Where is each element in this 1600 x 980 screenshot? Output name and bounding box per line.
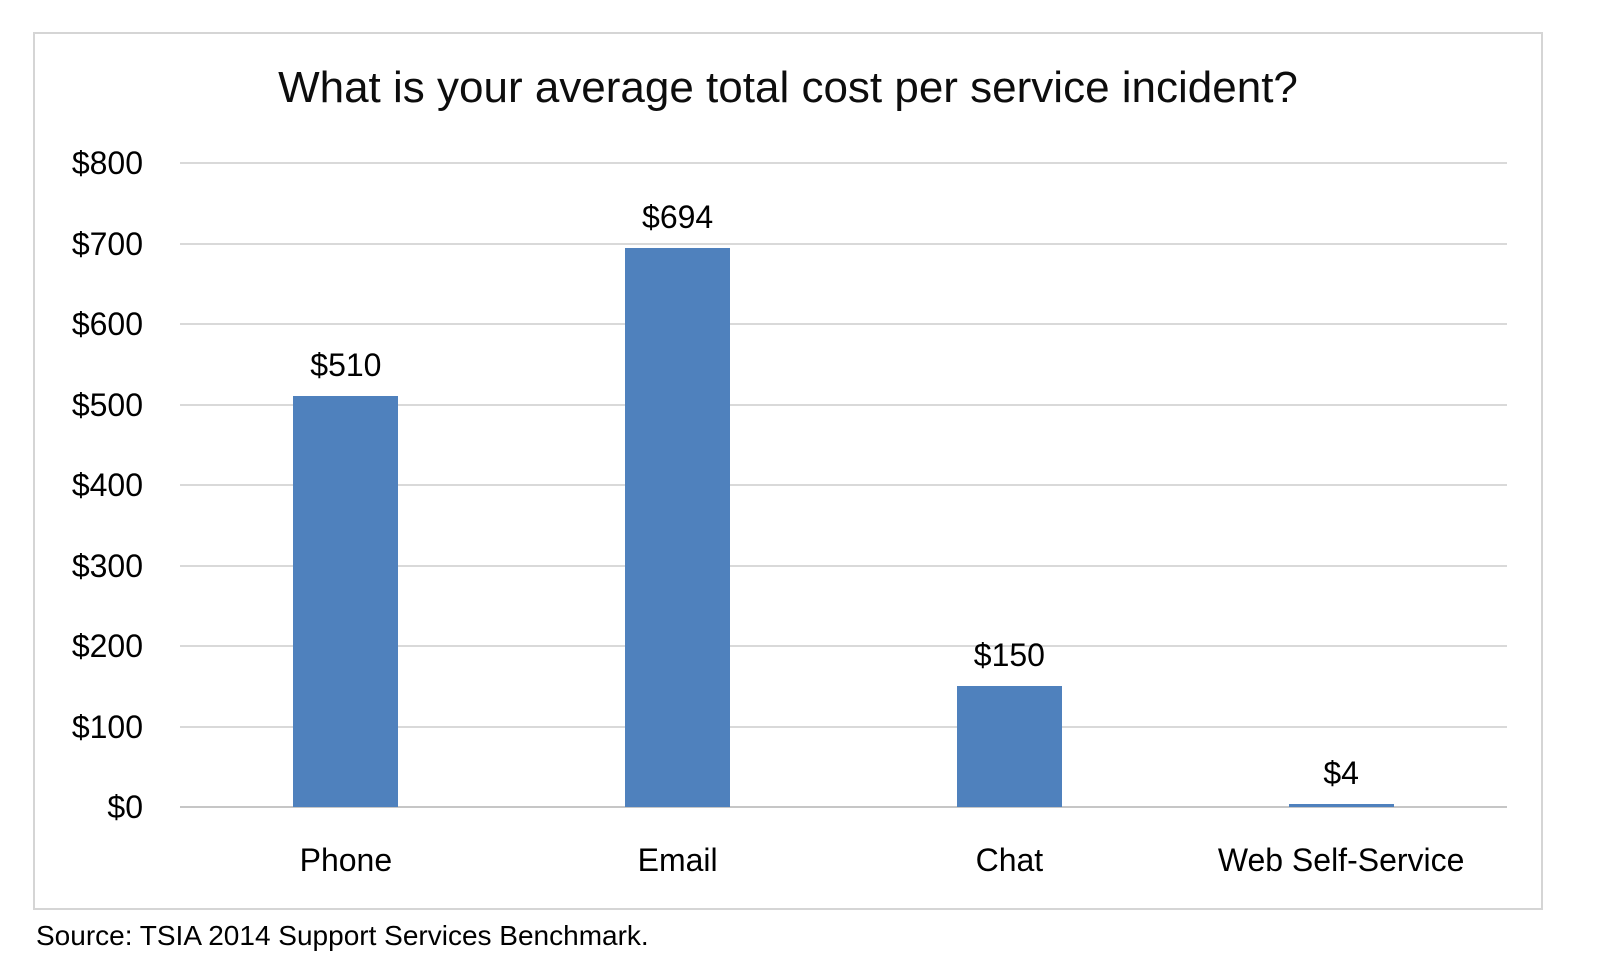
value-label-email: $694: [642, 199, 714, 236]
gridline-200: [180, 645, 1507, 647]
y-tick-label-200: $200: [71, 628, 143, 664]
x-axis-label-email: Email: [637, 842, 718, 878]
plot-area: $0 $100 $200 $300 $400 $500 $600 $700 $800 $510 Ph…: [72, 145, 1507, 878]
y-tick-label-300: $300: [71, 547, 143, 584]
x-axis-line: [180, 806, 1507, 808]
y-tick-label-700: $700: [71, 225, 143, 262]
gridline-700: [180, 242, 1507, 245]
value-label-chat: $150: [973, 637, 1045, 674]
value-label-web-self-service: $4: [1323, 754, 1359, 791]
y-tick-label-0: $0: [107, 789, 143, 825]
gridline-400: [180, 484, 1507, 486]
y-tick-label-800: $800: [71, 145, 143, 181]
gridline-300: [180, 564, 1507, 567]
gridline-800: [180, 162, 1507, 164]
gridline-100: [180, 725, 1507, 728]
bar-web-self-service: [1288, 803, 1394, 807]
x-axis-label-web-self-service: Web Self-Service: [1217, 842, 1465, 878]
chart-frame: What is your average total cost per serv…: [33, 32, 1543, 910]
y-tick-label-600: $600: [71, 306, 143, 342]
bar-chat: [956, 686, 1062, 807]
source-note: Source: TSIA 2014 Support Services Bench…: [36, 920, 649, 951]
gridline-600: [180, 323, 1507, 325]
bar-email: [625, 248, 731, 807]
x-axis-label-phone: Phone: [299, 842, 393, 878]
y-tick-label-400: $400: [71, 467, 143, 503]
x-axis-label-chat: Chat: [975, 842, 1044, 878]
y-tick-label-500: $500: [71, 386, 143, 423]
value-label-phone: $510: [310, 347, 382, 384]
bar-phone: [293, 396, 399, 807]
gridline-500: [180, 403, 1507, 406]
chart-title: What is your average total cost per serv…: [278, 63, 1298, 112]
y-tick-label-100: $100: [71, 708, 143, 745]
